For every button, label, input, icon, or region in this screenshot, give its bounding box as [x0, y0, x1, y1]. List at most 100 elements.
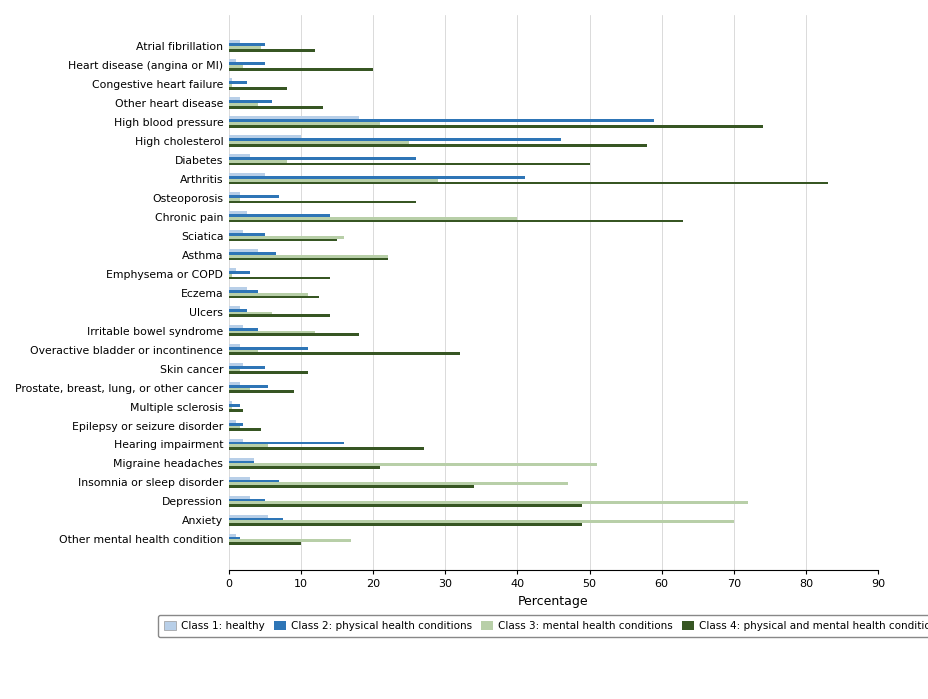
Bar	[228, 81, 247, 84]
Bar	[228, 138, 561, 140]
Bar	[228, 179, 437, 182]
Bar	[228, 192, 239, 195]
X-axis label: Percentage: Percentage	[518, 595, 588, 608]
Bar	[228, 176, 524, 179]
Bar	[228, 371, 308, 374]
Bar	[228, 254, 387, 257]
Bar	[228, 331, 315, 333]
Bar	[228, 49, 315, 52]
Bar	[228, 428, 261, 431]
Bar	[228, 423, 243, 426]
Bar	[228, 238, 337, 241]
Bar	[228, 236, 344, 238]
Bar	[228, 542, 301, 545]
Bar	[228, 368, 239, 371]
Bar	[228, 461, 253, 463]
Bar	[228, 59, 236, 62]
Bar	[228, 103, 257, 106]
Bar	[228, 41, 239, 43]
Bar	[228, 195, 279, 198]
Bar	[228, 116, 358, 119]
Bar	[228, 325, 243, 328]
Bar	[228, 140, 408, 144]
Bar	[228, 328, 257, 331]
Bar	[228, 124, 762, 127]
Bar	[228, 296, 318, 298]
Bar	[228, 173, 264, 176]
Bar	[228, 439, 243, 442]
Bar	[228, 84, 232, 87]
Bar	[228, 347, 308, 350]
Bar	[228, 309, 247, 312]
Bar	[228, 306, 239, 309]
Bar	[228, 230, 243, 233]
Bar	[228, 119, 653, 122]
Bar	[228, 252, 276, 254]
Bar	[228, 382, 239, 384]
Bar	[228, 87, 286, 89]
Bar	[228, 407, 232, 410]
Bar	[228, 387, 251, 391]
Bar	[228, 163, 589, 166]
Bar	[228, 249, 257, 252]
Bar	[228, 344, 239, 347]
Bar	[228, 504, 582, 507]
Bar	[228, 198, 239, 201]
Bar	[228, 391, 293, 394]
Bar	[228, 404, 239, 407]
Bar	[228, 43, 264, 46]
Legend: Class 1: healthy, Class 2: physical health conditions, Class 3: mental health co: Class 1: healthy, Class 2: physical heal…	[158, 615, 928, 637]
Bar	[228, 420, 236, 423]
Bar	[228, 217, 517, 219]
Bar	[228, 78, 232, 81]
Bar	[228, 268, 236, 271]
Bar	[228, 312, 272, 315]
Bar	[228, 540, 351, 542]
Bar	[228, 401, 232, 404]
Bar	[228, 384, 268, 387]
Bar	[228, 315, 329, 317]
Bar	[228, 501, 747, 504]
Bar	[228, 277, 329, 280]
Bar	[228, 214, 329, 217]
Bar	[228, 144, 647, 147]
Bar	[228, 257, 387, 261]
Bar	[228, 211, 247, 214]
Bar	[228, 533, 236, 537]
Bar	[228, 65, 243, 68]
Bar	[228, 233, 264, 236]
Bar	[228, 445, 268, 447]
Bar	[228, 496, 251, 498]
Bar	[228, 106, 322, 108]
Bar	[228, 498, 264, 501]
Bar	[228, 182, 827, 185]
Bar	[228, 482, 567, 485]
Bar	[228, 524, 582, 526]
Bar	[228, 274, 232, 277]
Bar	[228, 287, 247, 290]
Bar	[228, 46, 261, 49]
Bar	[228, 426, 239, 428]
Bar	[228, 447, 423, 450]
Bar	[228, 219, 683, 222]
Bar	[228, 442, 344, 445]
Bar	[228, 97, 239, 100]
Bar	[228, 352, 459, 355]
Bar	[228, 333, 358, 336]
Bar	[228, 520, 733, 524]
Bar	[228, 160, 286, 163]
Bar	[228, 517, 283, 520]
Bar	[228, 154, 251, 157]
Bar	[228, 290, 257, 293]
Bar	[228, 514, 268, 517]
Bar	[228, 122, 380, 124]
Bar	[228, 350, 257, 352]
Bar	[228, 271, 251, 274]
Bar	[228, 366, 264, 368]
Bar	[228, 363, 243, 366]
Bar	[228, 410, 243, 412]
Bar	[228, 485, 473, 488]
Bar	[228, 293, 308, 296]
Bar	[228, 62, 264, 65]
Bar	[228, 463, 596, 466]
